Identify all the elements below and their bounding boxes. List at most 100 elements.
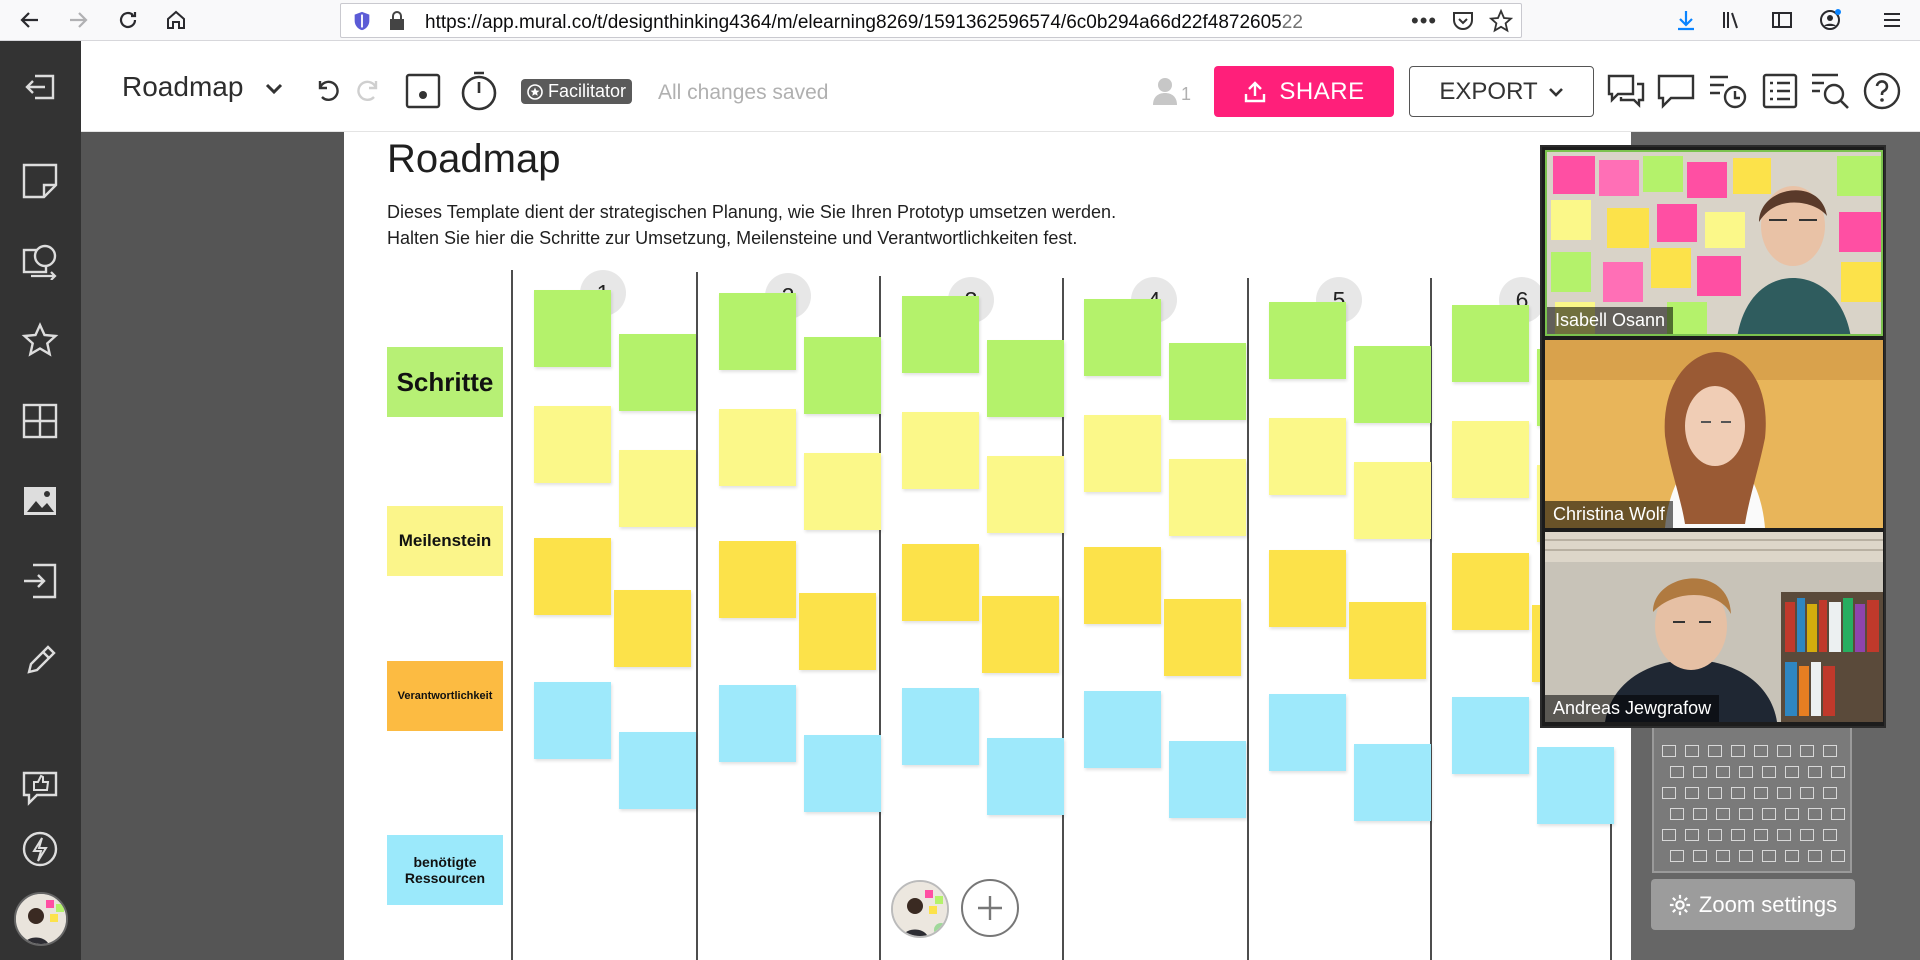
sticky-note[interactable]: [1452, 305, 1529, 382]
facilitator-badge[interactable]: Facilitator: [521, 79, 633, 104]
import-icon[interactable]: [19, 560, 61, 602]
sticky-note[interactable]: [1169, 459, 1246, 536]
video-tile-isabell[interactable]: Isabell Osann: [1545, 150, 1883, 336]
sticky-note[interactable]: [902, 296, 979, 373]
sticky-note[interactable]: [902, 412, 979, 489]
sticky-note[interactable]: [1349, 602, 1426, 679]
activity-history-icon[interactable]: [1708, 71, 1748, 111]
user-avatar[interactable]: [14, 892, 68, 946]
home-icon[interactable]: [160, 4, 192, 36]
sticky-note[interactable]: [1084, 547, 1161, 624]
add-button[interactable]: [961, 879, 1019, 937]
sticky-note[interactable]: [1169, 741, 1246, 818]
sticky-note[interactable]: [1354, 346, 1431, 423]
lock-icon[interactable]: [387, 10, 407, 37]
exit-mural-button[interactable]: [0, 41, 81, 132]
help-icon[interactable]: [1862, 71, 1902, 111]
sticky-note[interactable]: [1269, 550, 1346, 627]
timer-icon[interactable]: [459, 69, 499, 111]
pocket-icon[interactable]: [1451, 10, 1475, 37]
library-icon[interactable]: [1716, 4, 1748, 36]
sticky-note[interactable]: [719, 541, 796, 618]
menu-icon[interactable]: [1876, 4, 1908, 36]
image-icon[interactable]: [19, 480, 61, 522]
sticky-note[interactable]: [1452, 697, 1529, 774]
sticky-note[interactable]: [1084, 415, 1161, 492]
sticky-note[interactable]: [1269, 694, 1346, 771]
sticky-note[interactable]: [1084, 691, 1161, 768]
tracking-protection-icon[interactable]: [351, 10, 373, 37]
outline-list-icon[interactable]: [1760, 71, 1800, 111]
sticky-note[interactable]: [804, 453, 881, 530]
video-tile-andreas[interactable]: Andreas Jewgrafow: [1545, 532, 1883, 722]
sticky-note[interactable]: [619, 450, 696, 527]
sticky-note[interactable]: [902, 544, 979, 621]
account-icon[interactable]: [1814, 4, 1846, 36]
sticky-note[interactable]: [1452, 421, 1529, 498]
more-actions-icon[interactable]: •••: [1411, 8, 1438, 33]
sticky-note[interactable]: [987, 738, 1064, 815]
export-button[interactable]: EXPORT: [1409, 66, 1594, 117]
row-label-meilenstein[interactable]: Meilenstein: [387, 506, 503, 576]
video-tile-christina[interactable]: Christina Wolf: [1545, 340, 1883, 528]
reload-icon[interactable]: [112, 4, 144, 36]
participants-indicator[interactable]: 1: [1152, 77, 1191, 105]
minimap[interactable]: [1652, 725, 1852, 873]
row-label-schritte[interactable]: Schritte: [387, 347, 503, 417]
video-call-panel[interactable]: Isabell Osann Christina Wolf: [1540, 145, 1886, 728]
address-bar[interactable]: https://app.mural.co/t/designthinking436…: [340, 3, 1522, 38]
back-arrow-icon[interactable]: [14, 4, 46, 36]
roadmap-board[interactable]: Roadmap Dieses Template dient der strate…: [344, 132, 1631, 960]
search-icon[interactable]: [1810, 71, 1850, 111]
row-label-ressourcen[interactable]: benötigte Ressourcen: [387, 835, 503, 905]
row-label-verantwortlichkeit[interactable]: Verantwortlichkeit: [387, 661, 503, 731]
sticky-note[interactable]: [1452, 553, 1529, 630]
sticky-note[interactable]: [804, 735, 881, 812]
undo-icon[interactable]: [312, 75, 342, 105]
sticky-note[interactable]: [534, 406, 611, 483]
url-text[interactable]: https://app.mural.co/t/designthinking436…: [425, 12, 1425, 32]
frameworks-icon[interactable]: [19, 400, 61, 442]
sticky-note[interactable]: [1537, 747, 1614, 824]
sticky-note[interactable]: [1269, 418, 1346, 495]
sticky-note[interactable]: [1084, 299, 1161, 376]
pencil-icon[interactable]: [19, 640, 61, 682]
chat-icon[interactable]: [1656, 71, 1696, 111]
redo-icon[interactable]: [354, 75, 384, 105]
icons-star-icon[interactable]: [19, 320, 61, 362]
sticky-note[interactable]: [534, 290, 611, 367]
sticky-note[interactable]: [719, 685, 796, 762]
sticky-note[interactable]: [804, 337, 881, 414]
sticky-note[interactable]: [982, 596, 1059, 673]
bookmark-star-icon[interactable]: [1488, 8, 1514, 38]
sticky-note[interactable]: [987, 456, 1064, 533]
sticky-note[interactable]: [619, 732, 696, 809]
forward-arrow-icon[interactable]: [62, 4, 94, 36]
collaborator-avatar[interactable]: [891, 880, 949, 938]
downloads-icon[interactable]: [1670, 4, 1702, 36]
sticky-note[interactable]: [987, 340, 1064, 417]
sticky-note-icon[interactable]: [19, 160, 61, 202]
sticky-note[interactable]: [799, 593, 876, 670]
sticky-note[interactable]: [902, 688, 979, 765]
voting-icon[interactable]: [19, 766, 61, 808]
sticky-note[interactable]: [534, 682, 611, 759]
sidebar-toggle-icon[interactable]: [1766, 4, 1798, 36]
sticky-note[interactable]: [619, 334, 696, 411]
sticky-note[interactable]: [1169, 343, 1246, 420]
lightning-icon[interactable]: [19, 828, 61, 870]
sticky-note[interactable]: [719, 409, 796, 486]
outline-icon[interactable]: [405, 73, 441, 109]
sticky-note[interactable]: [1354, 462, 1431, 539]
share-button[interactable]: SHARE: [1214, 66, 1394, 117]
sticky-note[interactable]: [1354, 744, 1431, 821]
zoom-settings-button[interactable]: Zoom settings: [1651, 879, 1855, 930]
comments-icon[interactable]: [1606, 71, 1646, 111]
sticky-note[interactable]: [1269, 302, 1346, 379]
mural-title-dropdown[interactable]: Roadmap: [122, 71, 283, 103]
sticky-note[interactable]: [719, 293, 796, 370]
sticky-note[interactable]: [614, 590, 691, 667]
sticky-note[interactable]: [534, 538, 611, 615]
shapes-icon[interactable]: [19, 240, 61, 282]
sticky-note[interactable]: [1164, 599, 1241, 676]
